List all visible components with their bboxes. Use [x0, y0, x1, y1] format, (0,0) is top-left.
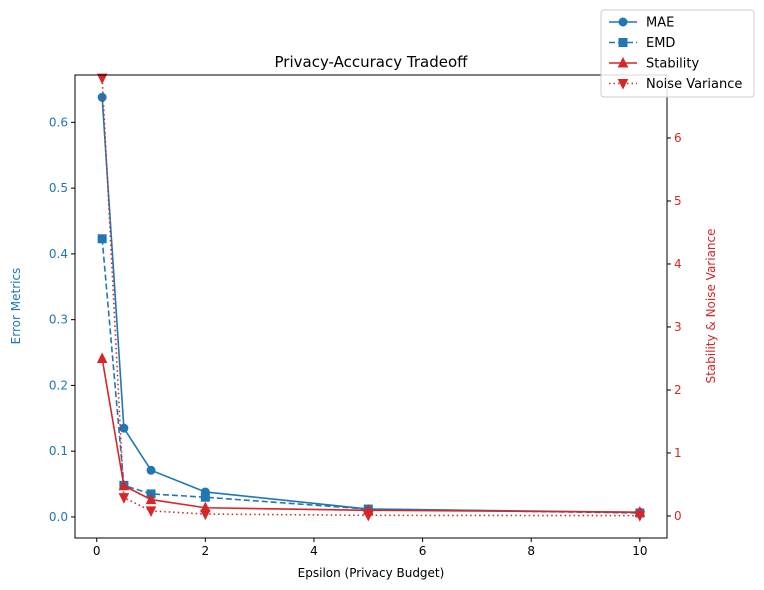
- legend: MAE EMD Stability Noise Variance: [600, 9, 755, 98]
- data-point: [634, 511, 646, 522]
- y-right-tick-label: 4: [674, 257, 682, 271]
- legend-marker: [618, 38, 628, 47]
- data-point: [200, 509, 211, 521]
- plot-frame: [74, 74, 668, 539]
- legend-label: Stability: [646, 57, 700, 72]
- y-left-tick-label: 0.2: [49, 378, 68, 392]
- legend-marker: [617, 56, 629, 68]
- data-point: [119, 423, 129, 433]
- data-point: [200, 492, 210, 502]
- y-left-tick-label: 0.3: [49, 313, 68, 327]
- plot-area: 0 2 4 6 8 10 0.0 0.1 0.2 0.3 0.4 0.5 0.6 0 1 2 3 4 5 6: [49, 73, 682, 558]
- x-tick-label: 2: [202, 544, 210, 558]
- data-point: [118, 493, 130, 504]
- legend-box: [600, 9, 755, 98]
- y-right-tick-label: 3: [674, 320, 682, 334]
- y-left-tick-label: 0.5: [49, 181, 68, 195]
- y-right-tick-label: 2: [674, 383, 682, 397]
- data-point: [97, 92, 107, 102]
- data-point: [118, 479, 130, 491]
- data-point: [96, 73, 108, 85]
- chart-title: Privacy-Accuracy Tradeoff: [275, 53, 469, 71]
- data-point: [97, 234, 107, 244]
- data-point: [145, 493, 157, 505]
- x-tick-label: 0: [93, 544, 101, 558]
- x-tick-label: 8: [527, 544, 535, 558]
- y-right-tick-label: 1: [674, 446, 682, 460]
- legend-label: MAE: [646, 16, 674, 31]
- data-point: [362, 510, 374, 522]
- legend-marker: [617, 79, 629, 90]
- data-point: [96, 352, 108, 363]
- legend-label: EMD: [646, 36, 675, 51]
- series-line-noise-variance: [101, 78, 640, 517]
- legend-marker: [618, 17, 628, 27]
- y-right-tick-label: 6: [674, 131, 682, 145]
- y-left-tick-label: 0.1: [49, 444, 68, 458]
- series-line-mae: [101, 97, 640, 514]
- y-left-tick-label: 0.0: [49, 510, 68, 524]
- data-point: [146, 465, 156, 475]
- y-axis-right-label: Stability & Noise Variance: [704, 228, 718, 383]
- x-axis-label: Epsilon (Privacy Budget): [298, 566, 445, 580]
- y-right-tick-label: 5: [674, 194, 682, 208]
- legend-label: Noise Variance: [646, 77, 742, 92]
- x-tick-label: 6: [419, 544, 427, 558]
- x-tick-label: 10: [632, 544, 647, 558]
- y-axis-left-label: Error Metrics: [9, 268, 23, 345]
- y-left-tick-label: 0.4: [49, 247, 68, 261]
- y-left-tick-label: 0.6: [49, 115, 68, 129]
- data-point: [145, 506, 157, 518]
- y-right-tick-label: 0: [674, 509, 682, 523]
- x-tick-label: 4: [310, 544, 318, 558]
- series-line-stability: [101, 358, 640, 513]
